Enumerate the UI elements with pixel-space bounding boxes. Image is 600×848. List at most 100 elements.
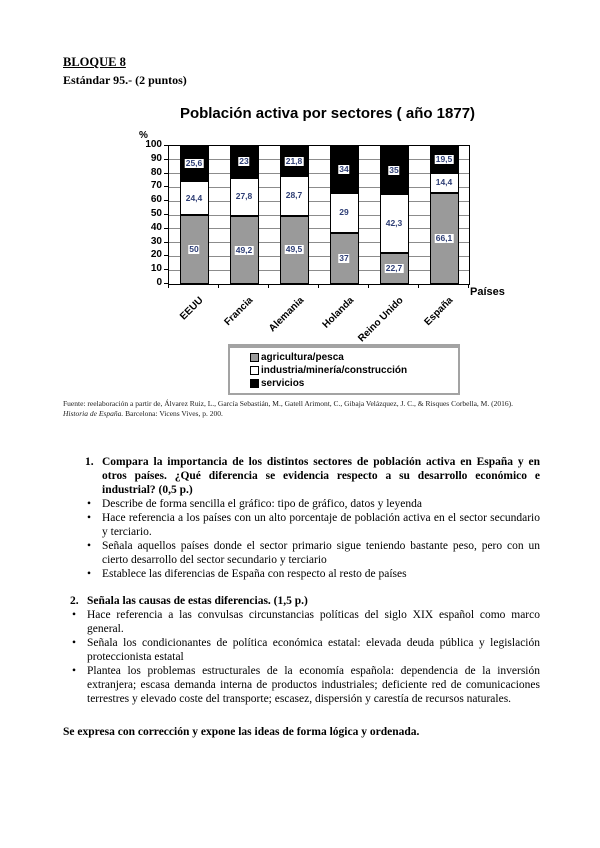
- x-axis-category-label: Reino Unido: [356, 295, 406, 345]
- gridline: [169, 200, 469, 202]
- y-axis-tick: [164, 172, 168, 174]
- legend-label: agricultura/pesca: [261, 352, 344, 363]
- question-1-text: Compara la importancia de los distintos …: [102, 456, 540, 496]
- question-2: 2. Señala las causas de estas diferencia…: [70, 594, 540, 706]
- gridline: [169, 214, 469, 216]
- x-axis-tick: [168, 284, 169, 288]
- y-axis-tick: [164, 241, 168, 243]
- bar-value-label: 23: [238, 156, 250, 167]
- source-book-title: Historia de España.: [63, 409, 124, 418]
- gridline: [169, 186, 469, 188]
- bar-segment: [179, 146, 209, 182]
- y-axis-tick: [164, 255, 168, 257]
- bar-value-label: 28,7: [284, 190, 304, 201]
- bar-segment: [229, 177, 259, 217]
- x-axis-category-label: Francia: [222, 295, 256, 328]
- y-axis-tick-label: 100: [145, 139, 162, 150]
- y-axis-tick: [164, 227, 168, 229]
- bar-value-label: 37: [338, 252, 350, 263]
- gridline: [169, 173, 469, 175]
- bullet-item: Establece las diferencias de España con …: [85, 567, 540, 581]
- bullet-item: Plantea los problemas estructurales de l…: [70, 664, 540, 706]
- gridline: [169, 242, 469, 244]
- x-axis-tick: [418, 284, 419, 288]
- bar-value-label: 24,4: [184, 192, 204, 203]
- y-axis-tick: [164, 158, 168, 160]
- bar-value-label: 22,7: [384, 262, 404, 273]
- legend-item: servicios: [250, 377, 458, 390]
- plot-area: 50 24,4 25,6 49,2 27,8 23 49,5 28,7 21,8 37 29 34 22…: [168, 145, 470, 285]
- legend-swatch: [250, 353, 259, 362]
- bar-value-label: 42,3: [384, 217, 404, 228]
- y-axis-tick-label: 0: [156, 277, 162, 288]
- y-axis-tick: [164, 283, 168, 284]
- bar-value-label: 66,1: [434, 232, 454, 243]
- chart-legend: agricultura/pesca industria/minería/const…: [228, 344, 460, 395]
- bar-segment: [379, 146, 409, 195]
- source-line-2: Historia de España. Barcelona: Vicens Vi…: [63, 409, 550, 419]
- source-line-1: Fuente: reelaboración a partir de, Álvar…: [63, 399, 513, 408]
- x-axis-category-label: EEUU: [178, 295, 206, 323]
- legend-label: servicios: [261, 378, 305, 389]
- y-axis-tick: [164, 269, 168, 271]
- bar-value-label: 19,5: [434, 153, 454, 164]
- x-axis-title: Países: [470, 286, 505, 298]
- x-axis-tick: [218, 284, 219, 288]
- y-axis-tick-label: 60: [150, 194, 162, 206]
- x-axis-tick: [368, 284, 369, 288]
- bar-value-label: 14,4: [434, 177, 454, 188]
- y-axis-tick-label: 40: [150, 221, 162, 233]
- bar-value-label: 50: [188, 244, 200, 254]
- x-axis-tick: [318, 284, 319, 288]
- legend-label: industria/minería/construcción: [261, 365, 408, 376]
- gridline: [169, 159, 469, 161]
- bar-segment: [279, 215, 309, 284]
- bar-value-label: 34: [338, 163, 350, 174]
- y-axis-tick-label: 20: [150, 249, 162, 261]
- bar-value-label: 27,8: [234, 191, 254, 202]
- question-1-bullets: Describe de forma sencilla el gráfico: t…: [85, 497, 540, 581]
- legend-item: agricultura/pesca: [250, 351, 458, 364]
- block-title: BLOQUE 8: [63, 55, 126, 69]
- bullet-item: Describe de forma sencilla el gráfico: t…: [85, 497, 540, 511]
- stacked-bar-chart: Población activa por sectores ( año 1877…: [0, 95, 600, 400]
- question-2-number: 2.: [70, 595, 79, 607]
- bar-value-label: 49,5: [284, 244, 304, 255]
- y-axis-tick-label: 30: [150, 235, 162, 247]
- grading-note: Se expresa con corrección y expone las i…: [63, 726, 420, 738]
- bar-value-label: 35: [388, 164, 400, 175]
- y-axis-tick-label: 80: [150, 166, 162, 178]
- y-axis-unit-label: %: [139, 130, 148, 141]
- legend-item: industria/minería/construcción: [250, 364, 458, 377]
- bar-value-label: 49,2: [234, 244, 254, 255]
- question-1-heading: 1. Compara la importancia de los distint…: [85, 455, 540, 497]
- source-citation: Fuente: reelaboración a partir de, Álvar…: [63, 399, 550, 419]
- gridline: [169, 228, 469, 230]
- question-1-number: 1.: [85, 456, 94, 468]
- y-axis-tick-label: 90: [150, 152, 162, 164]
- bullet-item: Hace referencia a los países con un alto…: [85, 511, 540, 539]
- y-axis-tick: [164, 145, 168, 146]
- bullet-item: Señala aquellos países donde el sector p…: [85, 539, 540, 567]
- bar-value-label: 25,6: [184, 158, 204, 169]
- x-axis-category-label: Holanda: [320, 295, 356, 331]
- standard-heading: Estándar 95.- (2 puntos): [63, 73, 187, 87]
- bar-segment: [429, 146, 459, 173]
- legend-swatch: [250, 379, 259, 388]
- y-axis-tick: [164, 200, 168, 202]
- bullet-item: Hace referencia a las convulsas circunst…: [70, 608, 540, 636]
- bullet-item: Señala los condicionantes de política ec…: [70, 636, 540, 664]
- question-2-bullets: Hace referencia a las convulsas circunst…: [70, 608, 540, 706]
- y-axis-tick-label: 70: [150, 180, 162, 192]
- y-axis-tick: [164, 186, 168, 188]
- gridline: [169, 269, 469, 271]
- gridline: [169, 255, 469, 257]
- source-publisher: Barcelona: Vicens Vives, p. 200.: [123, 409, 223, 418]
- legend-swatch: [250, 366, 259, 375]
- question-2-text: Señala las causas de estas diferencias. …: [87, 595, 308, 607]
- x-axis-tick: [268, 284, 269, 288]
- bar-value-label: 21,8: [284, 155, 304, 166]
- questions-section: 1. Compara la importancia de los distint…: [0, 455, 600, 706]
- y-axis-tick-label: 50: [150, 208, 162, 219]
